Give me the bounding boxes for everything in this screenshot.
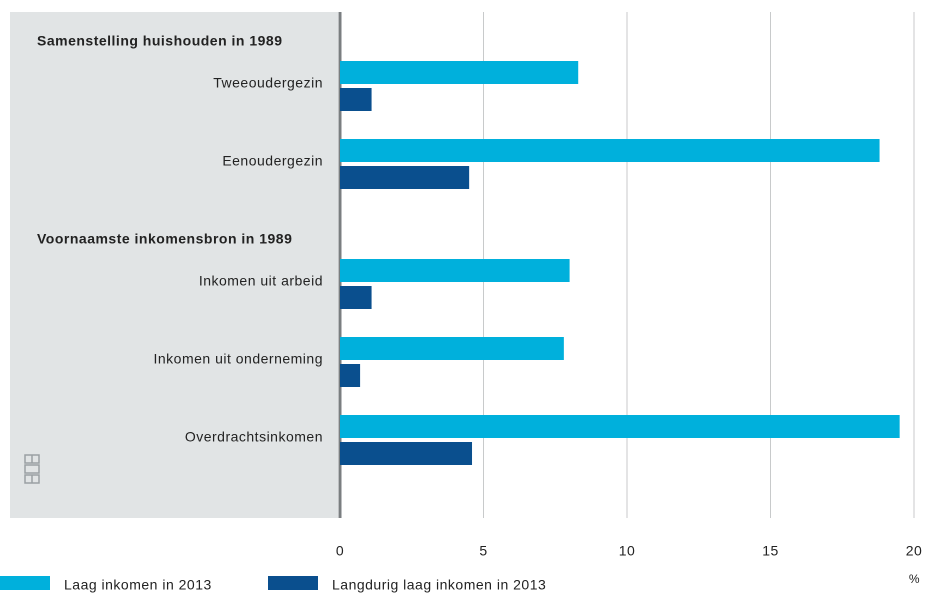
- legend-swatch: [268, 576, 318, 590]
- label-panel: [10, 12, 338, 518]
- bar: [340, 364, 361, 387]
- legend-label: Laag inkomen in 2013: [64, 577, 212, 593]
- legend-swatch: [0, 576, 50, 590]
- x-tick-label: 15: [762, 543, 779, 559]
- group-header: Voornaamste inkomensbron in 1989: [37, 231, 292, 247]
- bar: [340, 442, 473, 465]
- y-tick-label: Inkomen uit arbeid: [199, 273, 323, 289]
- logo: [24, 454, 40, 484]
- bar: [340, 88, 372, 111]
- x-tick-label: 20: [906, 543, 923, 559]
- bar: [340, 337, 564, 360]
- bar: [340, 259, 570, 282]
- bar: [340, 61, 579, 84]
- y-tick-label: Inkomen uit onderneming: [154, 351, 324, 367]
- x-axis-label: %: [909, 572, 920, 586]
- bar: [340, 166, 470, 189]
- bar: [340, 415, 900, 438]
- x-tick-label: 0: [336, 543, 344, 559]
- bar: [340, 286, 372, 309]
- y-tick-label: Tweeoudergezin: [213, 75, 323, 91]
- y-tick-label: Overdrachtsinkomen: [185, 429, 323, 445]
- legend-label: Langdurig laag inkomen in 2013: [332, 577, 546, 593]
- y-tick-label: Eenoudergezin: [222, 153, 323, 169]
- x-tick-label: 5: [479, 543, 487, 559]
- bar: [340, 139, 880, 162]
- group-header: Samenstelling huishouden in 1989: [37, 33, 283, 49]
- x-tick-label: 10: [619, 543, 636, 559]
